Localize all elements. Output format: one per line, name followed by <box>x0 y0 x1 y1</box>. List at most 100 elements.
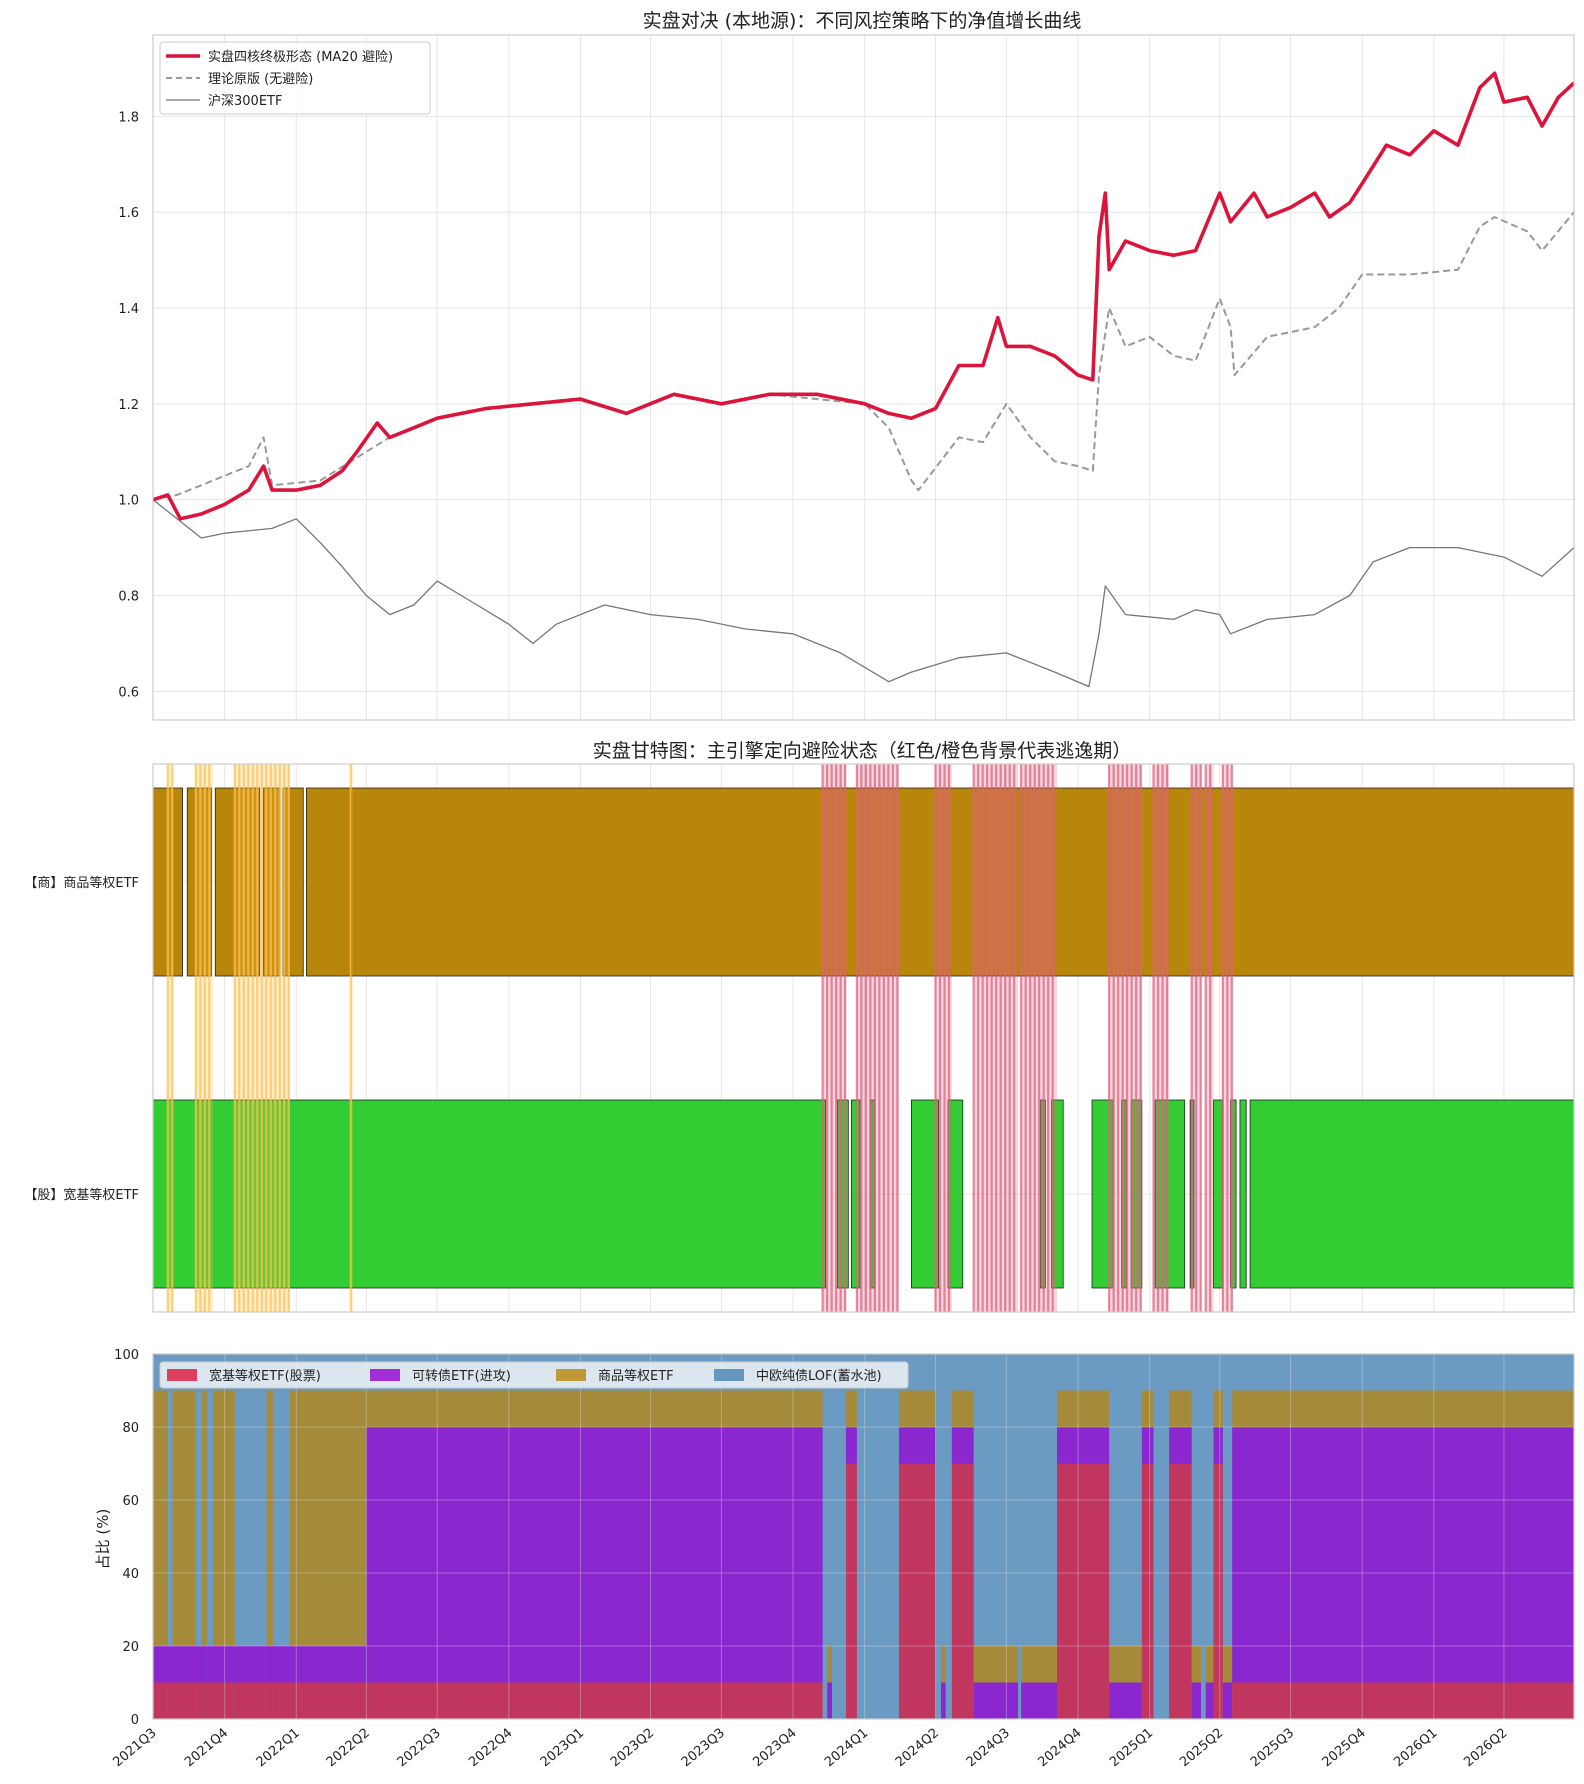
nav-legend-label: 实盘四核终极形态 (MA20 避险) <box>208 49 393 65</box>
allocation-area-stock <box>1213 1463 1223 1719</box>
allocation-area-cb <box>1109 1682 1142 1719</box>
allocation-chart-legend: 宽基等权ETF(股票) 可转债ETF(进攻) 商品等权ETF 中欧纯债LOF(蓄水池) <box>159 1361 909 1389</box>
allocation-area-commodity <box>153 1390 168 1646</box>
allocation-chart-x-ticks: 2021Q3 2021Q4 2022Q1 2022Q2 2022Q3 2022Q4 2023… <box>110 1726 1510 1771</box>
allocation-area-stock <box>951 1463 974 1719</box>
x-tick-label: 2023Q1 <box>538 1726 587 1771</box>
x-tick-label: 2022Q2 <box>324 1726 373 1771</box>
gantt-chart-panel: 实盘甘特图：主引擎定向避险状态（红色/橙色背景代表逃逸期） 【商】商品等权ETF… <box>24 740 1575 1313</box>
gantt-bar-stock <box>152 1099 827 1289</box>
allocation-area-commodity <box>827 1646 832 1683</box>
allocation-area-commodity <box>1213 1390 1223 1427</box>
allocation-y-tick-label: 80 <box>122 1421 139 1436</box>
allocation-area-commodity <box>845 1390 857 1427</box>
x-tick-label: 2021Q4 <box>182 1726 231 1771</box>
gantt-bar-stock <box>910 1099 940 1289</box>
allocation-area-commodity <box>940 1646 946 1683</box>
allocation-area-commodity <box>290 1390 367 1646</box>
nav-y-tick-label: 1.2 <box>118 398 139 413</box>
allocation-area-stock <box>1141 1463 1154 1719</box>
allocation-y-tick-label: 100 <box>114 1348 139 1363</box>
gantt-bar-stock <box>1213 1099 1224 1289</box>
allocation-area-stock <box>234 1682 267 1719</box>
allocation-chart-frame <box>152 1353 1575 1720</box>
allocation-area-cb <box>1222 1682 1233 1719</box>
allocation-area-commodity <box>1205 1646 1214 1683</box>
allocation-area-cb <box>202 1646 207 1683</box>
allocation-area-commodity <box>266 1390 273 1646</box>
nav-y-tick-label: 1.0 <box>118 494 139 509</box>
allocation-legend-box <box>159 1361 909 1389</box>
allocation-area-commodity <box>1232 1390 1574 1427</box>
allocation-area-commodity <box>1141 1390 1154 1427</box>
gantt-chart-categories: 【商】商品等权ETF 【股】宽基等权ETF <box>24 875 139 1203</box>
allocation-legend-label: 中欧纯债LOF(蓄水池) <box>756 1369 882 1384</box>
allocation-area-stock <box>172 1682 196 1719</box>
allocation-area-commodity <box>202 1390 207 1646</box>
x-tick-label: 2021Q3 <box>110 1726 159 1771</box>
allocation-area-stock <box>153 1682 168 1719</box>
nav-legend-label: 沪深300ETF <box>208 93 282 109</box>
allocation-area-cb <box>1021 1682 1057 1719</box>
allocation-area-cb <box>195 1646 203 1683</box>
allocation-y-tick-label: 60 <box>122 1494 139 1509</box>
x-tick-label: 2026Q1 <box>1391 1726 1440 1771</box>
allocation-area-commodity <box>1222 1646 1233 1683</box>
gantt-chart-title: 实盘甘特图：主引擎定向避险状态（红色/橙色背景代表逃逸期） <box>593 740 1131 762</box>
allocation-area-cb <box>167 1646 173 1683</box>
allocation-legend-label: 商品等权ETF <box>598 1368 674 1384</box>
allocation-area-commodity <box>951 1390 974 1427</box>
allocation-area-cb <box>153 1646 168 1683</box>
allocation-area-cb <box>234 1646 267 1683</box>
x-tick-label: 2024Q4 <box>1035 1726 1084 1771</box>
allocation-legend-label: 可转债ETF(进攻) <box>412 1369 511 1384</box>
allocation-legend-swatch <box>167 1369 197 1381</box>
allocation-area-cb <box>845 1427 857 1464</box>
allocation-area-cb <box>290 1646 367 1683</box>
allocation-y-tick-label: 20 <box>122 1640 139 1655</box>
x-tick-label: 2024Q2 <box>893 1726 942 1771</box>
allocation-area-commodity <box>973 1646 1019 1683</box>
allocation-area-commodity <box>898 1390 936 1427</box>
allocation-area-cb <box>1141 1427 1154 1464</box>
allocation-area-commodity <box>366 1390 823 1427</box>
allocation-area-stock <box>266 1682 273 1719</box>
nav-series-line-0 <box>152 71 1576 521</box>
allocation-chart-y-label: 占比 (%) <box>94 1509 112 1570</box>
allocation-area-commodity <box>172 1390 196 1646</box>
allocation-area-cb <box>940 1682 946 1719</box>
allocation-legend-swatch <box>714 1369 744 1381</box>
allocation-area-cb <box>898 1427 936 1464</box>
nav-legend-box <box>159 41 431 115</box>
x-tick-label: 2024Q3 <box>964 1726 1013 1771</box>
allocation-area-stock <box>195 1682 203 1719</box>
nav-chart-title: 实盘对决 (本地源)：不同风控策略下的净值增长曲线 <box>643 10 1082 32</box>
nav-y-tick-label: 0.6 <box>118 685 139 700</box>
allocation-area-commodity <box>1021 1646 1057 1683</box>
allocation-area-cb <box>1191 1682 1202 1719</box>
gantt-bar-stock <box>1154 1099 1186 1289</box>
nav-chart-background <box>153 35 1574 720</box>
allocation-area-stock <box>366 1682 823 1719</box>
allocation-area-cb <box>366 1427 823 1683</box>
gantt-bar-stock <box>1249 1099 1575 1289</box>
allocation-area-stock <box>212 1682 235 1719</box>
nav-chart-frame <box>152 34 1575 721</box>
nav-y-tick-label: 1.6 <box>118 206 139 221</box>
allocation-area-cb <box>172 1646 196 1683</box>
allocation-area-commodity <box>1191 1646 1202 1683</box>
nav-legend-label: 理论原版 (无避险) <box>208 72 313 87</box>
allocation-area-cb <box>1205 1682 1214 1719</box>
x-tick-label: 2026Q2 <box>1461 1726 1510 1771</box>
gantt-chart-escape-periods <box>166 764 1233 1312</box>
x-tick-label: 2022Q1 <box>254 1726 303 1771</box>
allocation-area-stock <box>167 1682 173 1719</box>
x-tick-label: 2025Q4 <box>1320 1726 1369 1771</box>
x-tick-label: 2025Q3 <box>1248 1726 1297 1771</box>
allocation-legend-label: 宽基等权ETF(股票) <box>209 1368 321 1384</box>
allocation-area-stock <box>206 1682 213 1719</box>
allocation-chart-y-ticks: 0 20 40 60 80 100 <box>114 1348 139 1728</box>
x-tick-label: 2022Q4 <box>466 1726 515 1771</box>
allocation-area-cb <box>1232 1427 1574 1683</box>
